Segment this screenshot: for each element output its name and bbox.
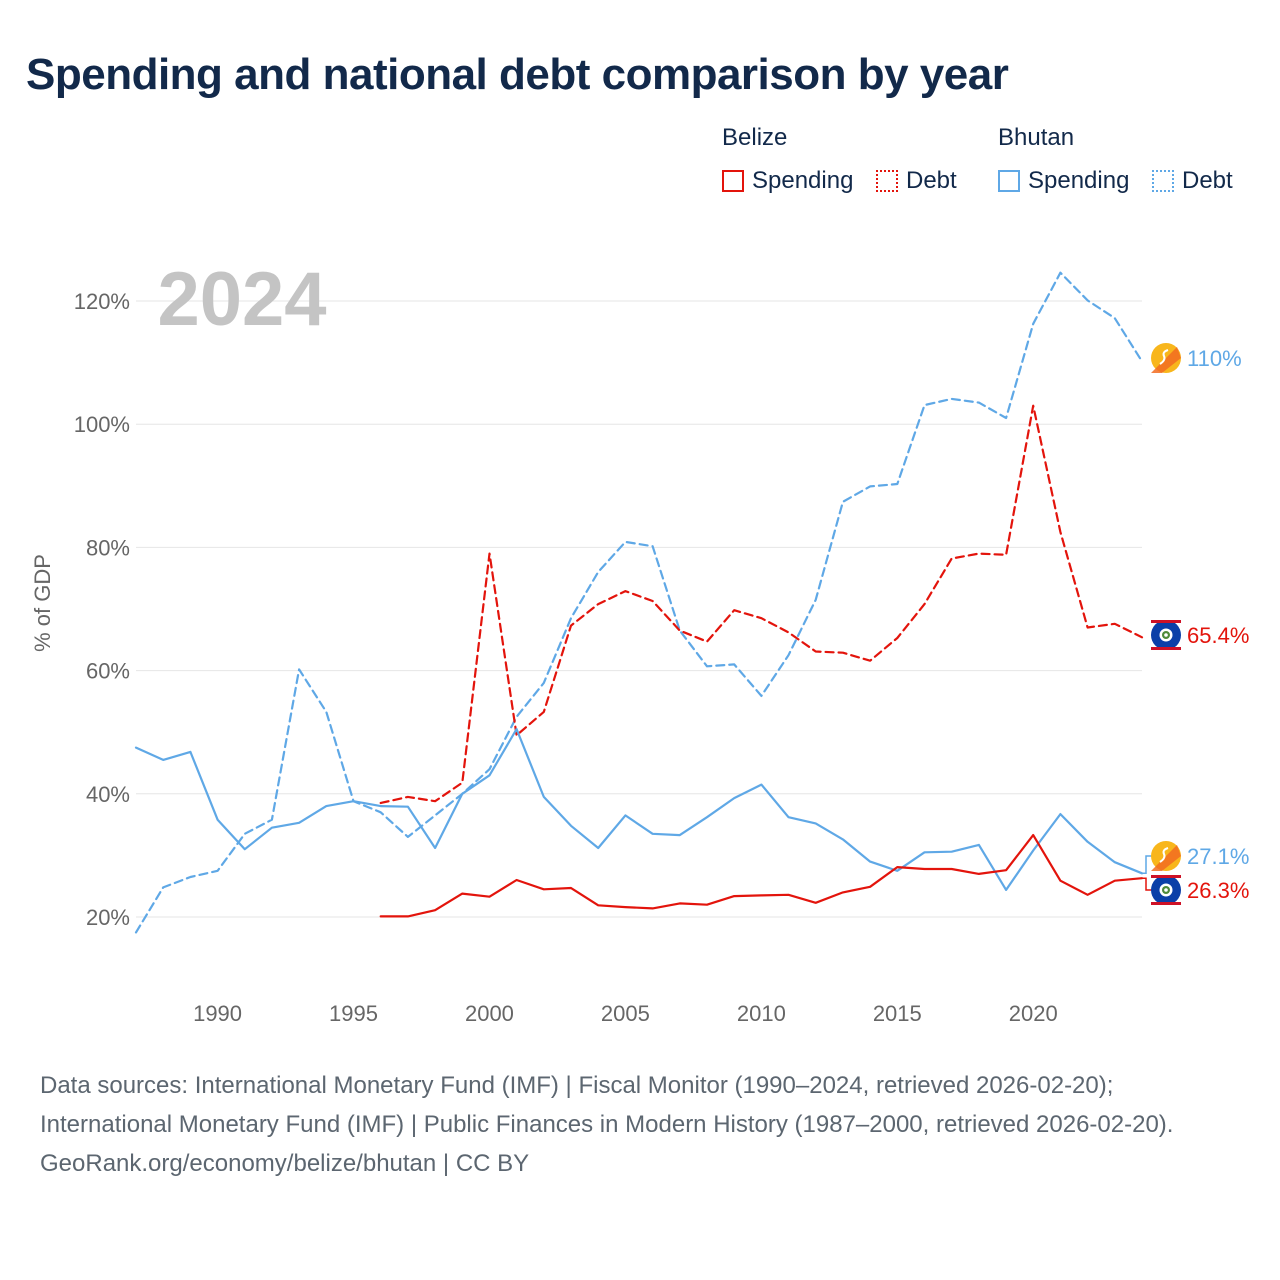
year-label: 2024: [157, 257, 326, 342]
y-tick-label: 40%: [86, 782, 130, 807]
legend-belize-spending[interactable]: Spending: [722, 166, 853, 196]
end-label-connector: [1142, 877, 1152, 891]
y-tick-label: 100%: [74, 412, 130, 437]
chart-title: Spending and national debt comparison by…: [26, 50, 1009, 99]
legend-label: Debt: [906, 167, 957, 194]
end-value-label: 27.1%: [1187, 844, 1249, 869]
belize-debt-line: [379, 404, 1144, 805]
belize-flag-stripe-top: [1151, 620, 1181, 623]
legend-bhutan-debt[interactable]: Debt: [1152, 166, 1233, 196]
x-tick-label: 2020: [1009, 1001, 1058, 1026]
x-tick-label: 2005: [601, 1001, 650, 1026]
belize-flag-stripe-bottom: [1151, 647, 1181, 650]
bhutan-dragon-mark: [1159, 349, 1169, 365]
legend-label: Spending: [1028, 167, 1130, 194]
y-tick-label: 120%: [74, 289, 130, 314]
bhutan-flag-stripe: [1151, 347, 1181, 373]
bhutan-flag-stripe: [1151, 845, 1181, 871]
x-tick-label: 2015: [873, 1001, 922, 1026]
legend-swatch-dotted: [876, 170, 898, 192]
y-axis-label: % of GDP: [30, 554, 55, 652]
belize-flag-emblem-center: [1164, 888, 1168, 892]
belize-flag-emblem-center: [1164, 633, 1168, 637]
legend-label: Debt: [1182, 167, 1233, 194]
end-value-label: 26.3%: [1187, 878, 1249, 903]
x-tick-label: 2000: [465, 1001, 514, 1026]
legend-belize-debt[interactable]: Debt: [876, 166, 957, 196]
legend-label: Spending: [752, 167, 854, 194]
end-label-connector: [1142, 855, 1152, 875]
legend-swatch-dotted: [1152, 170, 1174, 192]
x-tick-label: 2010: [737, 1001, 786, 1026]
end-value-label: 65.4%: [1187, 623, 1249, 648]
line-chart: 20% 40% 60% 80% 100% 120% 1990 1995 2000 2005 2010…: [30, 257, 1249, 1026]
legend-swatch-solid: [722, 170, 744, 192]
credit-text[interactable]: GeoRank.org/economy/belize/bhutan | CC B…: [40, 1150, 530, 1177]
legend-bhutan-spending[interactable]: Spending: [998, 166, 1129, 196]
bhutan-dragon-mark: [1159, 847, 1169, 863]
bhutan-spending-line: [134, 727, 1144, 892]
footer: Data sources: International Monetary Fun…: [40, 1066, 1240, 1183]
y-tick-label: 80%: [86, 535, 130, 560]
bhutan-debt-line: [134, 271, 1144, 934]
legend-swatch-solid: [998, 170, 1020, 192]
x-tick-label: 1995: [329, 1001, 378, 1026]
x-tick-label: 1990: [193, 1001, 242, 1026]
belize-spending-line: [379, 833, 1144, 918]
legend-group-bhutan: Bhutan: [998, 124, 1075, 151]
belize-flag-stripe-top: [1151, 875, 1181, 878]
belize-flag-stripe-bottom: [1151, 902, 1181, 905]
legend-group-belize: Belize: [722, 124, 788, 151]
data-sources-text: Data sources: International Monetary Fun…: [40, 1072, 1174, 1138]
end-value-label: 110%: [1187, 346, 1242, 371]
y-tick-label: 60%: [86, 659, 130, 684]
y-tick-label: 20%: [86, 905, 130, 930]
